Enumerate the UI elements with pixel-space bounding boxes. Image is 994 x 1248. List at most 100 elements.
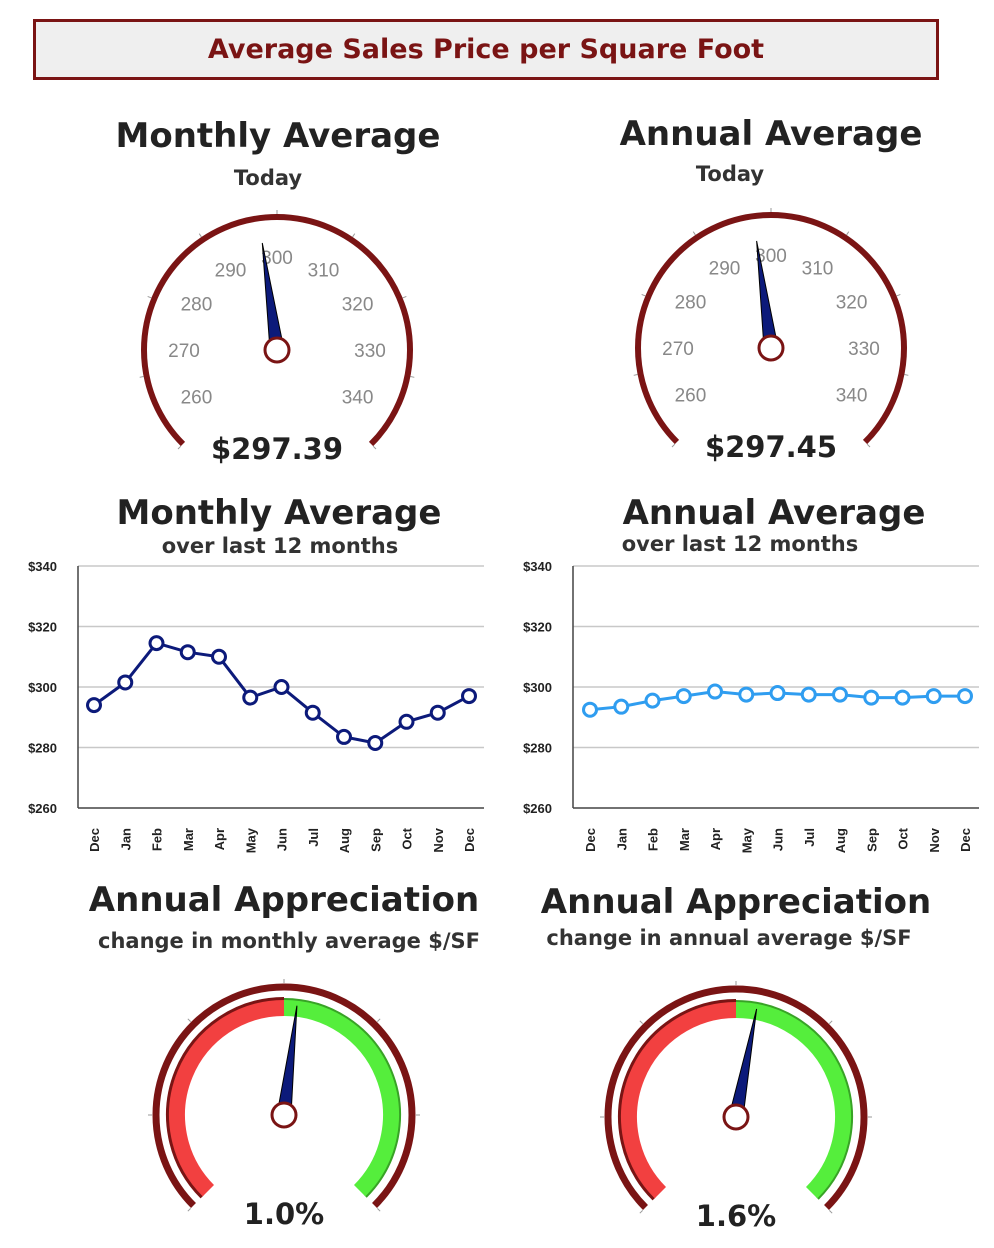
appreciation-monthly-value: 1.0% [243,1197,325,1231]
appreciation-annual-title: Annual Appreciation [540,882,932,922]
appreciation-1-needle [728,1008,758,1119]
header-banner: Average Sales Price per Square Foot [33,19,939,80]
gauge-0-tick-mark [147,295,152,299]
chart-0-xtick-label: Jan [118,828,133,850]
chart-1-xtick-label: Jul [802,828,817,847]
gauge-annual-value: $297.45 [704,430,838,464]
gauge-1-tick-label: 260 [675,386,707,407]
chart-0-ytick-label: $300 [28,680,57,695]
gauge-annual-subtitle: Today [695,162,765,186]
chart-0-point [179,644,196,661]
gauge-0-tick-label: 260 [181,388,213,409]
chart-0-point [86,697,102,714]
chart-1-xtick-label: Oct [896,827,911,849]
chart-0-point [242,689,259,706]
gauge-1-tick-label: 280 [675,293,707,314]
chart-0-xtick-label: Sep [368,828,383,852]
appreciation-1-positive-band [735,1002,851,1199]
gauge-0-tick-label: 280 [181,295,213,316]
gauge-0-tick-mark [352,233,356,238]
gauge-0-hub [263,336,291,364]
chart-0-xtick-label: Mar [181,828,196,851]
appreciation-1-tick-mark [828,1209,833,1214]
chart-0-point [273,679,290,695]
chart-1-ytick-label: $340 [523,559,552,574]
chart-0-point [117,674,134,691]
gauge-1-tick-mark [866,443,871,448]
chart-0-point [367,734,384,751]
chart-1-xtick-label: Sep [864,828,879,852]
chart-1-point [832,686,848,703]
chart-0-point [304,704,321,721]
gauge-1-tick-mark [904,374,909,376]
gauge-0-tick-label: 340 [342,388,374,409]
gauge-1-tick-label: 300 [755,246,787,267]
gauge-monthly-subtitle: Today [233,166,303,190]
appreciation-1-outer-arc [604,985,868,1210]
gauge-0-tick-label: 290 [215,260,247,281]
gauge-0-tick-mark [139,376,144,378]
chart-1-point [769,685,786,702]
chart-1-xtick-label: Apr [708,828,723,850]
chart-0-point [461,688,477,705]
chart-1-xtick-label: Dec [583,828,598,852]
chart-monthly-subtitle: over last 12 months [161,534,399,558]
gauge-monthly-title: Monthly Average [115,116,441,156]
gauge-1-tick-mark [692,231,696,236]
chart-1-xtick-label: Jun [771,828,786,851]
chart-0-point [429,704,446,721]
chart-0-xtick-label: Apr [212,828,227,850]
appreciation-0-tick-mark [187,1018,192,1023]
chart-0-ytick-label: $260 [28,801,57,816]
gauge-1-tick-label: 270 [662,339,694,360]
chart-1-xtick-label: Mar [677,828,692,851]
gauge-1-tick-mark [846,231,850,236]
gauge-1-tick-mark [633,374,638,376]
chart-0-xtick-label: Jul [306,828,321,847]
gauge-1-arc [635,212,907,445]
chart-1-point [800,686,817,703]
appreciation-annual-subtitle: change in annual average $/SF [546,926,912,950]
gauge-1-tick-mark [896,293,901,297]
chart-0-xtick-label: Oct [400,827,415,849]
appreciation-0-outer-arc [152,983,416,1208]
gauge-1-tick-mark [641,293,646,297]
gauge-1-hub [757,334,785,362]
chart-annual-title: Annual Average [622,493,926,533]
appreciation-1-tick-mark [639,1209,644,1214]
gauge-annual-title: Annual Average [619,114,923,154]
chart-0-xtick-label: Jun [275,828,290,851]
gauge-0-tick-mark [402,295,407,299]
chart-0-point [148,635,165,652]
chart-1-ytick-label: $280 [523,741,552,756]
chart-1-point [675,688,692,705]
gauge-1-tick-label: 290 [709,258,741,279]
appreciation-0-negative-band [169,1000,285,1197]
chart-0-ytick-label: $320 [28,620,57,635]
gauge-1-tick-label: 320 [836,293,868,314]
chart-0-xtick-label: May [243,827,258,853]
appreciation-monthly-subtitle: change in monthly average $/SF [98,929,480,953]
appreciation-1-tick-mark [639,1020,644,1025]
chart-1-xtick-label: Feb [646,828,661,851]
chart-1-xtick-label: Aug [833,828,848,853]
chart-0-point [336,728,352,745]
appreciation-annual-value: 1.6% [695,1199,777,1233]
appreciation-0-hub [270,1101,298,1129]
chart-0-xtick-label: Dec [87,828,102,852]
chart-0-xtick-label: Dec [462,828,477,852]
chart-0-xtick-label: Aug [337,828,352,853]
gauge-0-tick-mark [198,233,202,238]
chart-1-point [613,698,630,715]
gauge-monthly-value: $297.39 [210,432,344,466]
chart-monthly-title: Monthly Average [116,493,442,533]
chart-1-ytick-label: $320 [523,620,552,635]
gauge-1-tick-label: 310 [802,258,834,279]
gauge-0-tick-label: 320 [342,295,374,316]
appreciation-1-hub [722,1103,750,1131]
gauge-0-tick-mark [372,445,377,450]
appreciation-0-needle [276,1005,298,1117]
chart-1-point [644,692,661,709]
chart-1-ytick-label: $300 [523,680,552,695]
